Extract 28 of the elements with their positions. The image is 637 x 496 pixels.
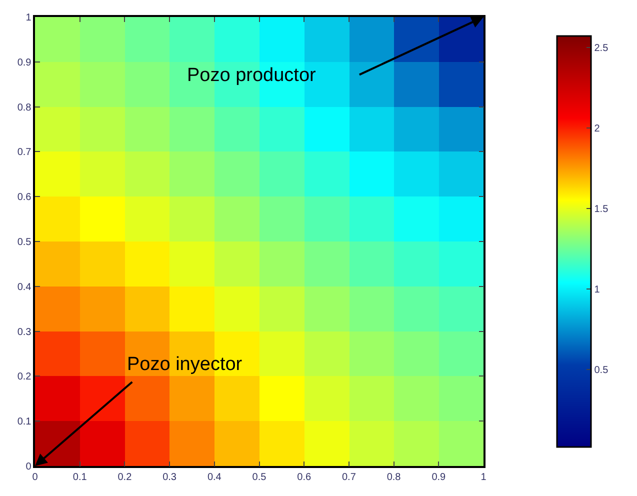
x-tick-label: 0.9 [432, 472, 446, 483]
color-bar-label: 2.5 [594, 42, 609, 54]
color-bar-label: 1 [594, 284, 600, 296]
y-tick-label: 0.5 [17, 237, 32, 248]
x-tick-label: 1 [480, 472, 487, 483]
x-tick-label: 0.2 [118, 472, 132, 483]
y-tick-label: 1 [26, 12, 32, 24]
x-tick-label: 0.7 [342, 472, 356, 483]
annotation: Pozo inyector [127, 354, 243, 375]
x-tick-label: 0.8 [386, 472, 402, 483]
y-tick-label: 0.7 [17, 147, 32, 158]
color-bar-label: 2 [594, 123, 600, 134]
y-tick-label: 0.2 [17, 372, 32, 383]
y-tick-label: 0.3 [17, 326, 32, 338]
y-tick-label: 0 [26, 462, 32, 472]
x-tick-label: 0.5 [252, 472, 267, 483]
x-tick-label: 0.3 [162, 472, 177, 483]
x-tick-label: 0.4 [207, 472, 222, 483]
color-bar-label: 1.5 [594, 204, 609, 215]
x-tick-label: 0.6 [297, 472, 312, 483]
y-tick-label: 0.9 [17, 57, 32, 68]
y-tick-label: 0.8 [17, 102, 32, 114]
color-bar-label: 0.5 [594, 365, 609, 376]
y-tick-label: 0.1 [17, 416, 32, 428]
x-tick-label: 0.1 [72, 472, 88, 483]
annotation: Pozo productor [187, 65, 317, 86]
y-tick-label: 0.4 [17, 282, 32, 293]
y-tick-label: 0.6 [17, 192, 32, 204]
